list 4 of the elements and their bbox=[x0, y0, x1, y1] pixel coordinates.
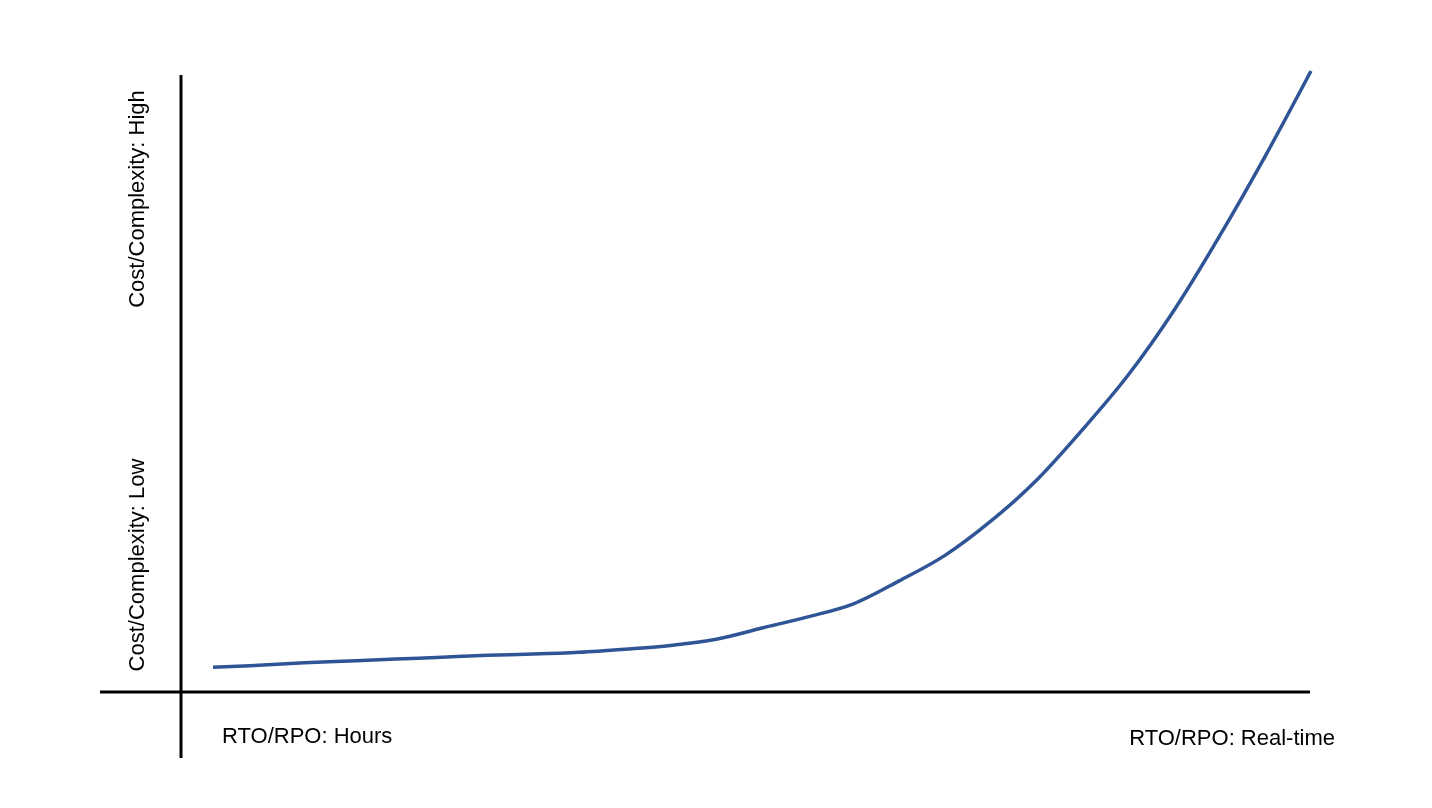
text: RTO/RPO: Hours bbox=[222, 723, 393, 748]
text: Cost/Complexity: High bbox=[124, 90, 149, 308]
text: RTO/RPO: Real-time bbox=[1129, 725, 1335, 750]
text: Cost/Complexity: Low bbox=[124, 458, 149, 672]
